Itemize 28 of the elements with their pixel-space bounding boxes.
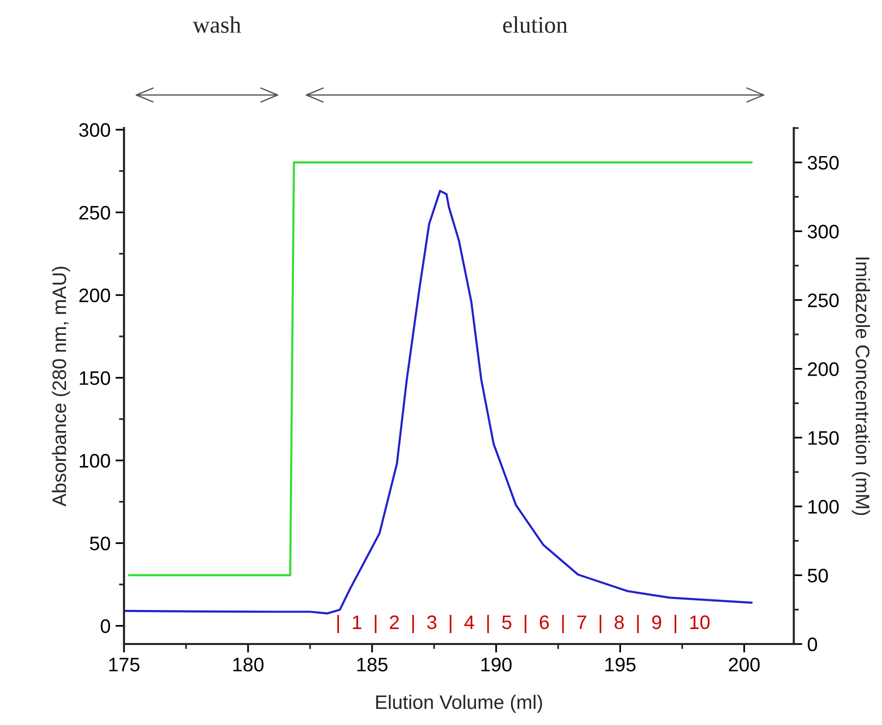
x-tick-label: 185 <box>357 658 388 672</box>
y-tick-label: 50 <box>90 536 110 550</box>
text: elution <box>503 16 568 33</box>
y-tick-label: 100 <box>80 454 110 468</box>
annotation: | 1 | 2 | 3 | 4 | 5 | 6 | 7 | 8 | 9 | 10 <box>337 614 710 634</box>
x-tick-label: 180 <box>233 658 264 672</box>
y2-tick-label: 350 <box>808 156 839 170</box>
x-tick-label: 190 <box>481 658 512 672</box>
y-tick-label: 250 <box>79 206 110 220</box>
y-tick-label: 0 <box>100 619 110 634</box>
y2-tick-label: 50 <box>808 568 828 582</box>
y-tick-label: 150 <box>80 371 110 385</box>
line-series <box>124 190 753 614</box>
x-tick-label: 195 <box>605 658 636 672</box>
y-tick-label: 200 <box>79 288 110 302</box>
text: wash <box>192 16 241 33</box>
y2-axis-title: Imidazole Concentration (mM) <box>852 258 870 516</box>
y2-tick-label: 250 <box>808 293 839 308</box>
x-tick-label: 200 <box>728 658 760 672</box>
y2-tick-label: 0 <box>808 637 818 652</box>
y-axis-title: Absorbance (280 nm, mAU) <box>52 266 70 506</box>
x-tick-label: 175 <box>109 658 140 672</box>
y2-tick-label: 100 <box>808 500 839 514</box>
y2-tick-label: 300 <box>808 224 839 238</box>
y-tick-label: 300 <box>79 123 110 137</box>
y2-tick-label: 150 <box>808 431 839 445</box>
x-axis-title: Elution Volume (ml) <box>376 694 542 713</box>
y2-tick-label: 200 <box>808 362 839 376</box>
